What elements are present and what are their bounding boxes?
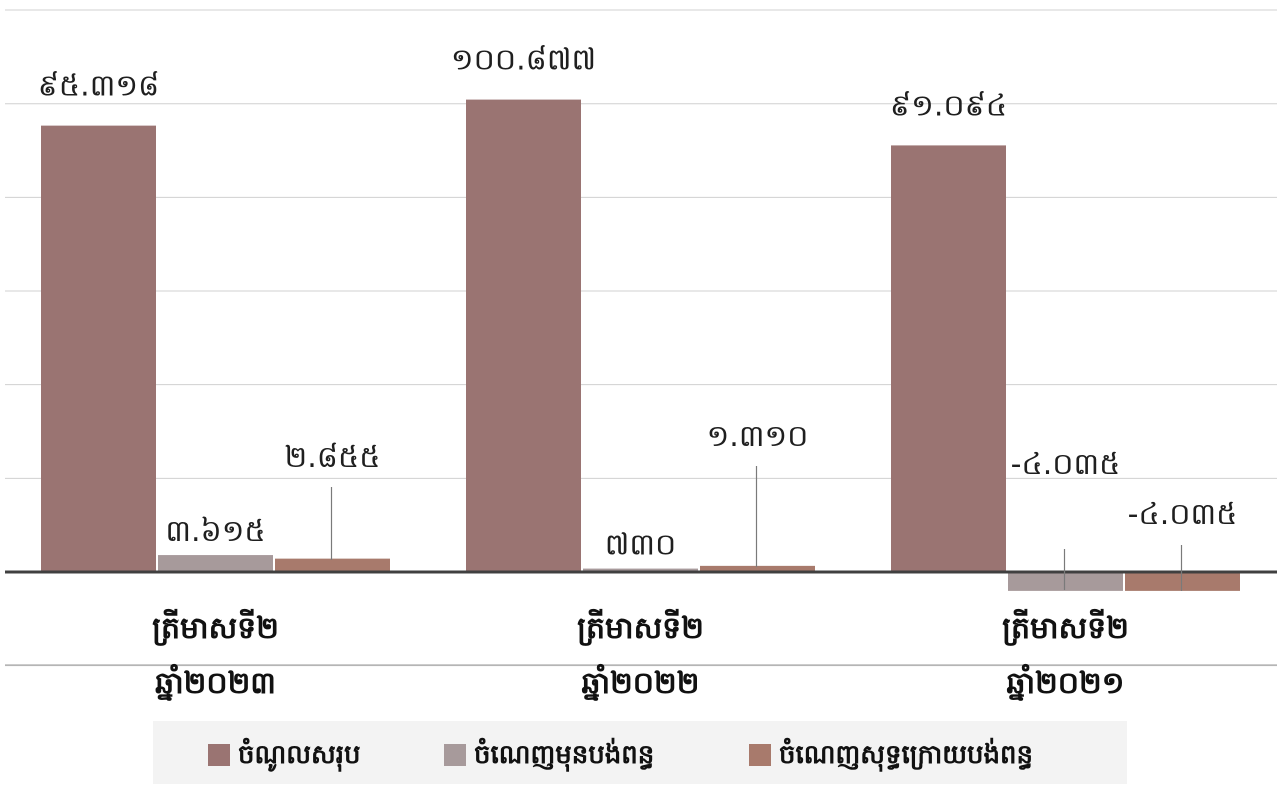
legend-label-1: ចំណូលសរុប bbox=[238, 737, 361, 772]
data-label-series-2-cat-3: -៤.០៣៥ bbox=[1011, 447, 1121, 482]
gridlines bbox=[5, 9, 1277, 667]
category-label-3-line-2: ឆ្នាំ២០២១ bbox=[1007, 663, 1125, 701]
legend-swatch-1 bbox=[208, 744, 230, 766]
data-label-series-2-cat-1: ៣.៦១៥ bbox=[165, 514, 265, 549]
data-label-series-1-cat-1: ៩៥.៣១៨ bbox=[38, 69, 160, 104]
bar-series-3-cat-3 bbox=[1125, 572, 1240, 591]
bar-series-1-cat-1 bbox=[41, 125, 156, 573]
bars bbox=[41, 99, 1240, 591]
category-label-3-line-1: ត្រីមាសទី២ bbox=[1002, 608, 1129, 646]
leader-lines bbox=[330, 466, 1183, 591]
bar-series-3-cat-1 bbox=[275, 558, 390, 572]
category-label-2-line-2: ឆ្នាំ២០២២ bbox=[582, 663, 700, 701]
bar-series-3-cat-2 bbox=[700, 565, 815, 572]
data-label-series-1-cat-3: ៩១.០៩៤ bbox=[890, 88, 1007, 123]
data-label-series-3-cat-3: -៤.០៣៥ bbox=[1128, 497, 1238, 532]
data-label-series-1-cat-2: ១០០.៨៧៧ bbox=[451, 43, 596, 78]
legend-swatch-2 bbox=[444, 744, 466, 766]
category-label-2-line-1: ត្រីមាសទី២ bbox=[577, 608, 704, 646]
bar-series-1-cat-2 bbox=[466, 99, 581, 572]
category-labels: ត្រីមាសទី២ឆ្នាំ២០២៣ ត្រីមាសទី២ឆ្នាំ២០២២ ត្… bbox=[152, 608, 1129, 701]
legend-background bbox=[153, 721, 1127, 784]
category-label-1-line-1: ត្រីមាសទី២ bbox=[152, 608, 279, 646]
category-label-1-line-2: ឆ្នាំ២០២៣ bbox=[155, 663, 276, 701]
legend-swatch-3 bbox=[749, 744, 771, 766]
data-label-series-2-cat-2: ៧៣០ bbox=[605, 528, 676, 563]
data-label-series-3-cat-2: ១.៣១០ bbox=[707, 419, 809, 454]
bar-series-2-cat-2 bbox=[583, 568, 698, 572]
legend-label-2: ចំណេញមុនបង់ពន្ធ bbox=[474, 737, 654, 772]
bar-series-2-cat-1 bbox=[158, 555, 273, 572]
bar-series-2-cat-3 bbox=[1008, 572, 1123, 591]
legend-label-3: ចំណេញសុទ្ធក្រោយបង់ពន្ធ bbox=[779, 737, 1033, 772]
legend: ចំណូលសរុប ចំណេញមុនបង់ពន្ធ ចំណេញសុទ្ធក្រោយប… bbox=[153, 721, 1127, 784]
data-label-series-3-cat-1: ២.៨៥៥ bbox=[285, 440, 381, 475]
bar-series-1-cat-3 bbox=[891, 145, 1006, 572]
